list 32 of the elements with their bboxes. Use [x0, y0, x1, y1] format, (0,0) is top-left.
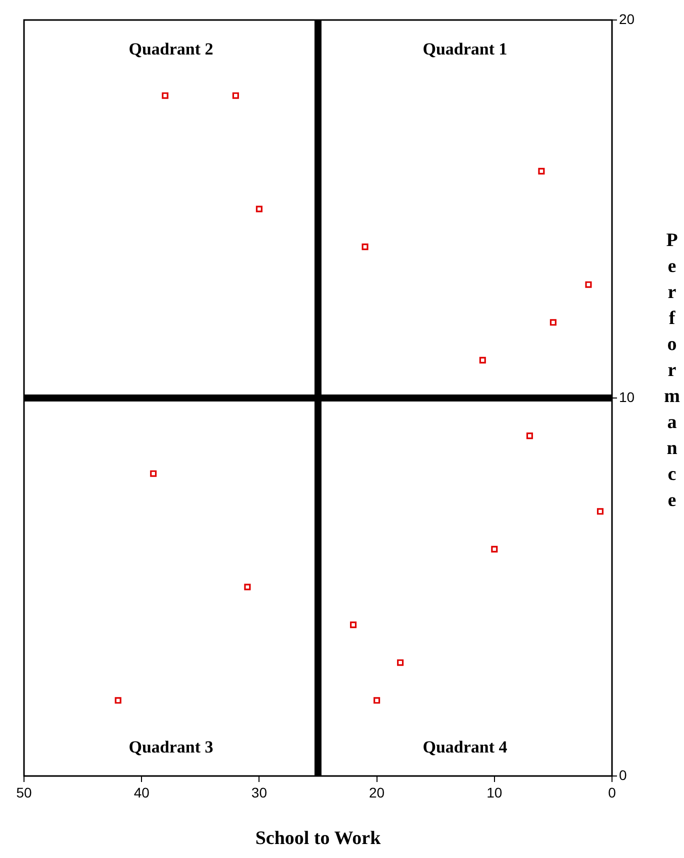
point: [114, 697, 122, 704]
point: [596, 508, 604, 515]
x-tick-label: 10: [486, 784, 502, 800]
x-tick-label: 40: [134, 784, 150, 800]
x-tick-label: 20: [369, 784, 385, 800]
point: [244, 584, 251, 590]
point: [350, 622, 357, 628]
x-axis-title: School to Work: [254, 828, 382, 850]
annotation: Quadrant 4: [422, 737, 508, 756]
point: [550, 319, 556, 326]
y-tick-label: 10: [619, 388, 635, 405]
point: [526, 432, 533, 440]
point: [150, 470, 157, 477]
point: [585, 281, 592, 288]
x-tick-label: 30: [251, 784, 268, 800]
x-tick-label: 50: [16, 784, 32, 800]
y-tick-label: 20: [619, 10, 635, 27]
point: [491, 546, 498, 552]
point: [362, 244, 368, 250]
point: [162, 92, 168, 99]
x-tick-label: 0: [608, 784, 616, 800]
point: [479, 356, 486, 364]
annotation: Quadrant 3: [128, 737, 214, 756]
annotation: Quadrant 1: [422, 39, 508, 58]
y-tick-label: 0: [619, 766, 627, 783]
annotation: Quadrant 2: [128, 39, 214, 58]
point: [256, 206, 262, 212]
point: [232, 92, 239, 99]
text: Performance: [664, 230, 680, 511]
point: [397, 659, 404, 666]
point: [538, 168, 545, 174]
point: [374, 697, 380, 704]
